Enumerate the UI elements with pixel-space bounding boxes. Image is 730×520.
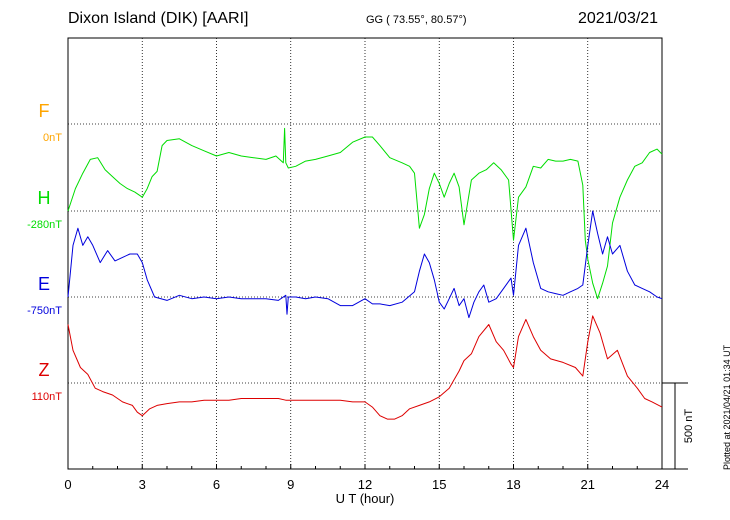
series-baseline-Z: 110nT	[32, 391, 63, 403]
x-tick-label: 0	[64, 477, 71, 492]
series-line-Z	[67, 315, 663, 420]
series-line-H	[67, 127, 663, 300]
coordinates-label: GG ( 73.55°, 80.57°)	[366, 14, 467, 26]
series-baseline-F: 0nT	[43, 132, 62, 144]
series-label-E: E	[38, 274, 50, 294]
series-baseline-H: -280nT	[27, 219, 62, 231]
series-line-E	[67, 210, 663, 319]
x-tick-label: 6	[213, 477, 220, 492]
station-title: Dixon Island (DIK) [AARI]	[68, 10, 249, 27]
date-label: 2021/03/21	[578, 10, 659, 27]
x-tick-label: 12	[358, 477, 372, 492]
series-label-Z: Z	[39, 360, 50, 380]
x-tick-label: 9	[287, 477, 294, 492]
series-label-H: H	[38, 188, 51, 208]
x-axis-label: U T (hour)	[336, 491, 395, 506]
x-tick-label: 3	[139, 477, 146, 492]
x-tick-label: 21	[581, 477, 595, 492]
x-tick-label: 18	[506, 477, 520, 492]
scale-bar-label: 500 nT	[683, 409, 695, 444]
series-baseline-E: -750nT	[27, 305, 62, 317]
series-label-F: F	[39, 101, 50, 121]
x-tick-label: 15	[432, 477, 446, 492]
x-tick-label: 24	[655, 477, 669, 492]
